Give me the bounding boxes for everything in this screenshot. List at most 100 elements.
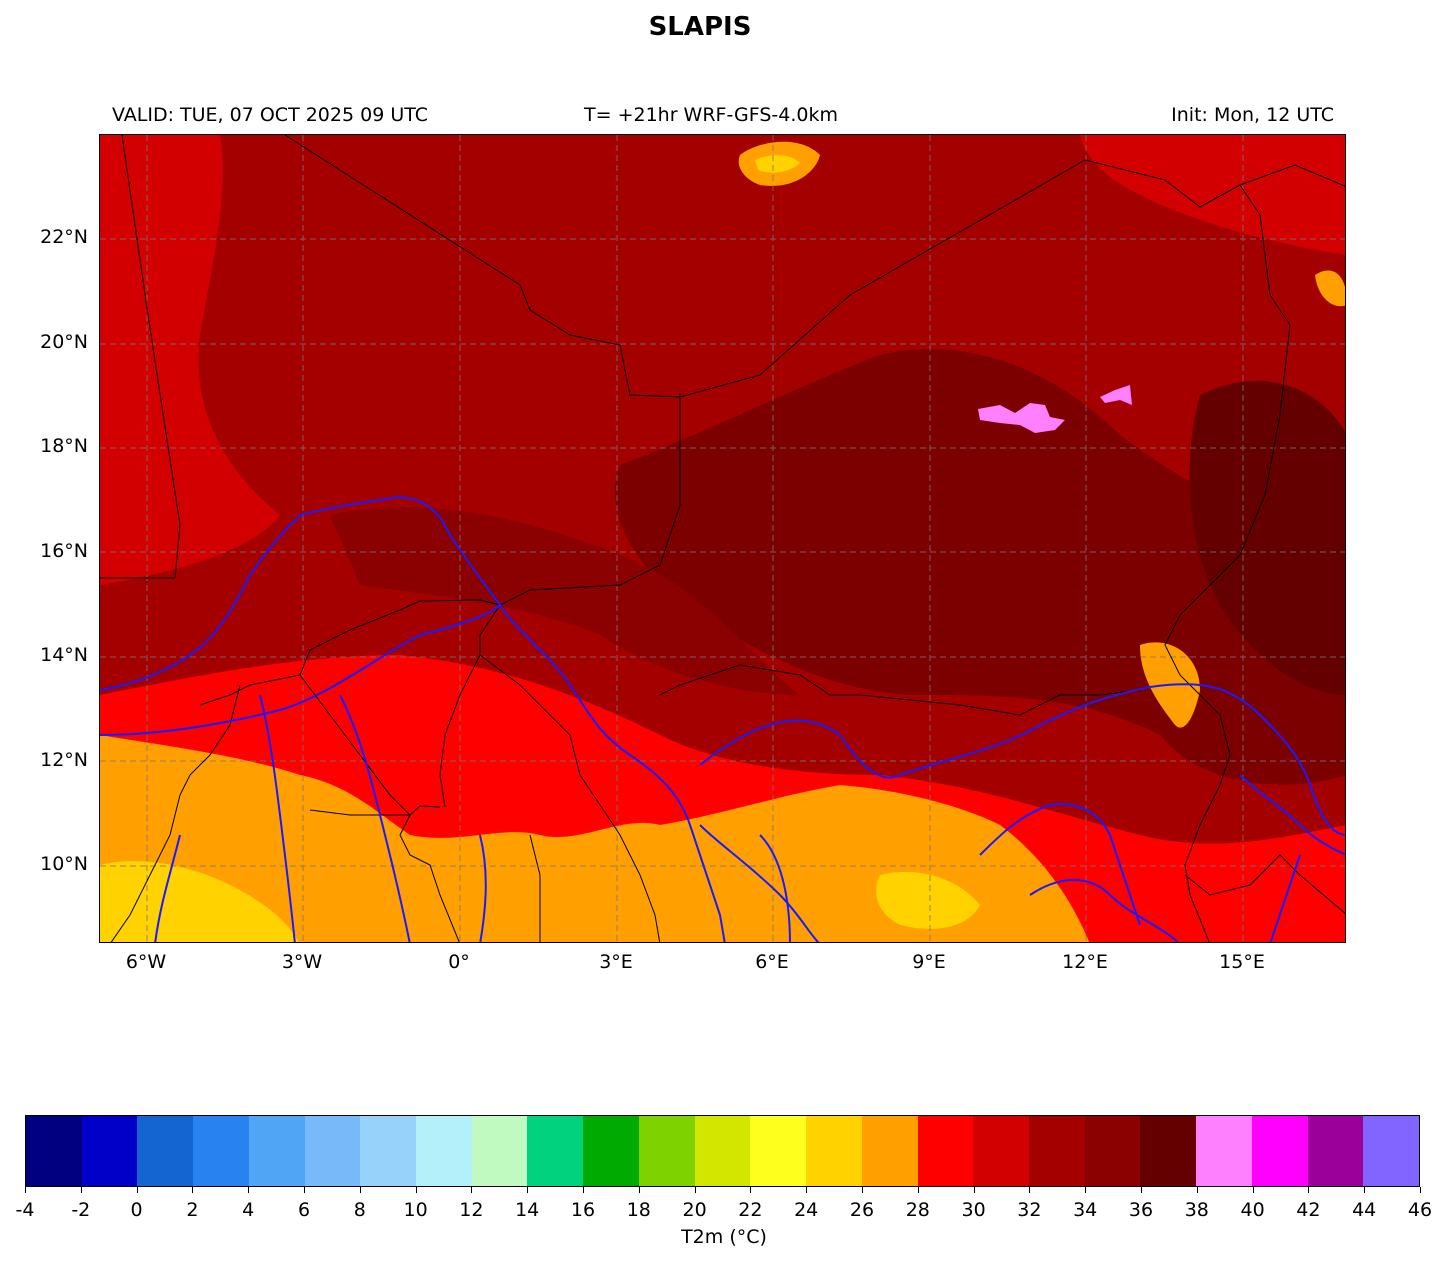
colorbar-tick-label: -4 — [15, 1199, 35, 1221]
colorbar-tick-label: 0 — [130, 1199, 143, 1221]
lon-label-9e: 9°E — [912, 951, 946, 973]
colorbar-tick-mark — [192, 1187, 194, 1193]
colorbar-tick-mark — [862, 1187, 863, 1193]
colorbar-segment — [1028, 1116, 1085, 1186]
colorbar-tick-mark — [917, 1187, 919, 1193]
field-30-32-nw — [100, 135, 280, 585]
colorbar-tick-mark — [304, 1187, 305, 1193]
field-38-40-b — [1100, 385, 1132, 405]
colorbar-segment — [1140, 1116, 1197, 1186]
colorbar-tick-label: 42 — [1296, 1199, 1321, 1221]
country-borders — [100, 135, 1345, 942]
lat-label-18n: 18°N — [40, 435, 88, 457]
colorbar-segment — [806, 1116, 862, 1186]
colorbar-segment — [248, 1116, 305, 1186]
colorbar-tick-mark — [1085, 1187, 1087, 1193]
colorbar-segment — [973, 1116, 1029, 1186]
colorbar-segment — [81, 1116, 138, 1186]
colorbar-tick-mark — [1364, 1187, 1366, 1193]
colorbar-tick-label: 16 — [570, 1199, 596, 1221]
colorbar-tick-mark — [1029, 1187, 1031, 1193]
lat-label-14n: 14°N — [40, 644, 88, 666]
colorbar-tick-label: 32 — [1017, 1199, 1042, 1221]
colorbar-tick-mark — [359, 1187, 361, 1193]
field-cool-east — [1315, 270, 1345, 307]
colorbar-tick-mark — [80, 1187, 82, 1193]
field-26-28 — [100, 735, 1090, 942]
colorbar-tick-label: 4 — [242, 1199, 255, 1221]
lon-label-3e: 3°E — [599, 951, 633, 973]
colorbar-tick-label: 18 — [626, 1199, 651, 1221]
colorbar-tick-label: -2 — [71, 1199, 91, 1221]
colorbar-segment — [416, 1116, 472, 1186]
field-24-26 — [100, 861, 299, 942]
chart-title: SLAPIS — [648, 12, 752, 42]
colorbar-segment — [750, 1116, 807, 1186]
colorbar-tick-label: 34 — [1073, 1199, 1098, 1221]
colorbar-tick-mark — [25, 1187, 26, 1193]
colorbar-tick-label: 38 — [1184, 1199, 1209, 1221]
colorbar-tick-mark — [1420, 1187, 1421, 1193]
colorbar-tick-mark — [750, 1187, 752, 1193]
field-24-26-b — [876, 871, 980, 929]
colorbar-segment — [193, 1116, 249, 1186]
forecast-hour-label: T= +21hr WRF-GFS-4.0km — [584, 104, 838, 126]
colorbar-tick-label: 26 — [849, 1199, 875, 1221]
colorbar-segment — [304, 1116, 361, 1186]
field-cool-tassili-y — [755, 155, 800, 173]
colorbar-tick-mark — [1141, 1187, 1142, 1193]
colorbar-segment — [638, 1116, 695, 1186]
colorbar-tick-mark — [471, 1187, 473, 1193]
colorbar-segment — [1196, 1116, 1252, 1186]
colorbar-tick-mark — [694, 1187, 696, 1193]
colorbar-segment — [26, 1116, 82, 1186]
map-canvas — [100, 135, 1345, 942]
colorbar-segment — [471, 1116, 528, 1186]
colorbar-tick-label: 2 — [186, 1199, 199, 1221]
colorbar-tick-mark — [638, 1187, 640, 1193]
colorbar-tick-label: 44 — [1352, 1199, 1377, 1221]
colorbar-segment — [137, 1116, 194, 1186]
colorbar-tick-label: 28 — [905, 1199, 930, 1221]
colorbar-segment — [1084, 1116, 1141, 1186]
colorbar-segment — [1307, 1116, 1364, 1186]
lat-label-22n: 22°N — [40, 226, 88, 248]
lon-label-12e: 12°E — [1062, 951, 1108, 973]
rivers — [100, 495, 1345, 942]
colorbar-tick-label: 40 — [1240, 1199, 1265, 1221]
colorbar-tick-label: 30 — [961, 1199, 986, 1221]
colorbar-tick-label: 20 — [682, 1199, 707, 1221]
temperature-map — [99, 134, 1346, 943]
lat-label-16n: 16°N — [40, 540, 88, 562]
field-30-32-ne — [1080, 135, 1345, 255]
lat-label-20n: 20°N — [40, 331, 88, 353]
colorbar-tick-label: 8 — [353, 1199, 366, 1221]
colorbar-segment — [694, 1116, 751, 1186]
colorbar-label: T2m (°C) — [681, 1226, 767, 1248]
init-time-label: Init: Mon, 12 UTC — [1171, 104, 1334, 126]
colorbar-segment — [1251, 1116, 1308, 1186]
colorbar-tick-label: 24 — [794, 1199, 819, 1221]
colorbar-tick-label: 6 — [297, 1199, 311, 1221]
colorbar — [25, 1115, 1420, 1187]
lon-label-0: 0° — [448, 951, 470, 973]
colorbar-tick-label: 10 — [403, 1199, 428, 1221]
field-34-36 — [330, 507, 800, 695]
colorbar-tick-mark — [1252, 1187, 1254, 1193]
colorbar-tick-label: 46 — [1407, 1199, 1433, 1221]
lon-label-15e: 15°E — [1219, 951, 1265, 973]
colorbar-tick-mark — [973, 1187, 975, 1193]
field-36-38-b — [1189, 381, 1345, 695]
colorbar-segment — [861, 1116, 918, 1186]
field-38-40 — [978, 403, 1065, 433]
colorbar-segment — [360, 1116, 417, 1186]
colorbar-tick-label: 14 — [515, 1199, 540, 1221]
colorbar-tick-mark — [806, 1187, 808, 1193]
colorbar-tick-label: 22 — [738, 1199, 763, 1221]
colorbar-tick-mark — [136, 1187, 138, 1193]
colorbar-tick-label: 12 — [459, 1199, 484, 1221]
colorbar-tick-mark — [583, 1187, 584, 1193]
colorbar-tick-label: 36 — [1128, 1199, 1154, 1221]
colorbar-segment — [917, 1116, 974, 1186]
lat-label-12n: 12°N — [40, 749, 88, 771]
